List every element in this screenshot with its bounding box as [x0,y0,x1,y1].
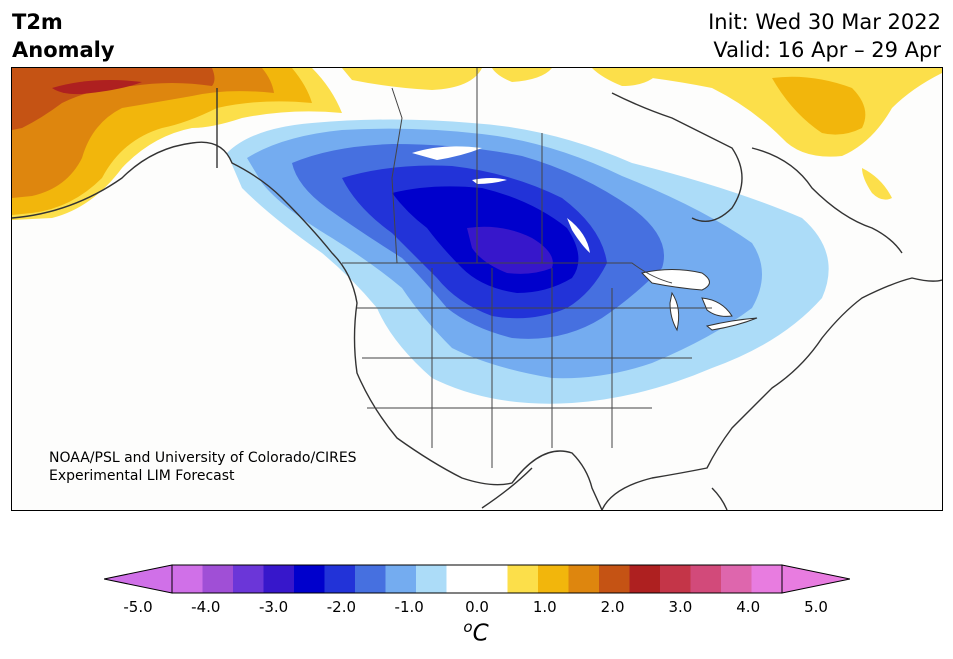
colorbar-tick-label: -1.0 [394,598,424,616]
colorbar-swatch [721,565,752,593]
colorbar-swatch [263,565,295,593]
colorbar-tick-label: -5.0 [123,598,153,616]
anomaly-map [11,67,943,511]
credit-line-1: NOAA/PSL and University of Colorado/CIRE… [49,450,357,466]
unit-superscript: o [463,618,473,636]
title-line-2: Anomaly [12,38,115,62]
valid-range: Valid: 16 Apr – 29 Apr [713,38,941,62]
colorbar-tick-label: 0.0 [465,598,489,616]
colorbar-swatch [385,565,417,593]
colorbar-swatches [172,565,783,593]
forecast-dates: Init: Wed 30 Mar 2022 Valid: 16 Apr – 29… [708,8,941,64]
colorbar-swatch [202,565,234,593]
colorbar-swatch [477,565,508,593]
colorbar-swatch [538,565,569,593]
colorbar-swatch [324,565,356,593]
colorbar-tick-label: 3.0 [668,598,693,616]
warm-anomaly-alaska [12,68,342,220]
colorbar-swatch [294,565,325,593]
colorbar-swatch [355,565,386,593]
colorbar-swatch [507,565,539,593]
colorbar-tick-label: -4.0 [191,598,221,616]
colorbar-over-triangle [781,564,850,594]
colorbar-swatch [751,565,783,593]
cold-anomaly [227,119,829,404]
unit-base: C [472,620,489,647]
map-title: T2m Anomaly [12,8,115,64]
political-borders [342,68,712,468]
data-credit: NOAA/PSL and University of Colorado/CIRE… [49,449,357,485]
colorbar-unit: oC [463,618,488,647]
colorbar-ticks: -5.0 -4.0 -3.0 -2.0 -1.0 0.0 1.0 2.0 3.0 4.0 5.0 [0,598,953,618]
credit-line-2: Experimental LIM Forecast [49,468,235,484]
colorbar-swatch [416,565,447,593]
colorbar-swatch [172,565,203,593]
colorbar-swatch [599,565,630,593]
colorbar-swatch [446,565,478,593]
colorbar [104,564,850,594]
colorbar-swatch [568,565,600,593]
colorbar-swatch [690,565,722,593]
colorbar-tick-label: -2.0 [326,598,357,616]
colorbar-swatch [233,565,264,593]
init-date: Init: Wed 30 Mar 2022 [708,10,941,34]
colorbar-swatch [660,565,691,593]
map-canvas [12,68,942,510]
colorbar-tick-label: 1.0 [532,598,557,616]
colorbar-frame [171,564,783,594]
colorbar-tick-label: -3.0 [258,598,289,616]
great-lakes [641,269,758,332]
colorbar-tick-label: 5.0 [804,598,828,616]
colorbar-tick-label: 4.0 [736,598,761,616]
title-line-1: T2m [12,10,63,34]
coastlines [12,88,942,510]
warm-anomaly-north [342,68,942,200]
colorbar-swatch [629,565,661,593]
colorbar-under-triangle [104,564,173,594]
colorbar-tick-label: 2.0 [600,598,625,616]
